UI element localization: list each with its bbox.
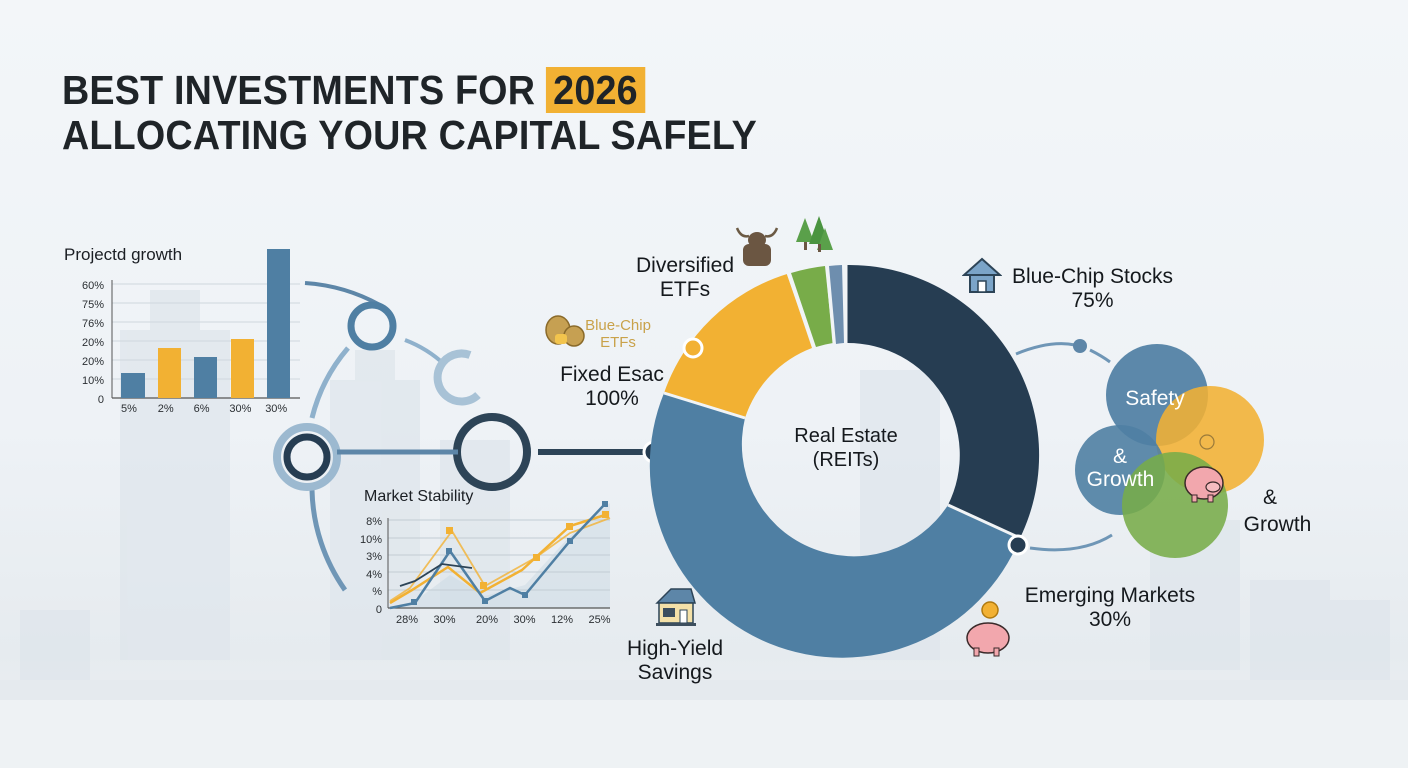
coin-icon (981, 601, 999, 619)
connector-ring (273, 423, 341, 491)
bar-y-ticks: 60% 75% 76% 20% 20% 10% 0 (81, 280, 104, 406)
donut-segment-grey-blue (829, 265, 844, 344)
label-bluechip-etfs: Blue-Chip ETFs (585, 317, 651, 351)
donut-segment-navy (846, 264, 1040, 538)
line-y-ticks: 8% 10% 3% 4% % 0 (360, 516, 383, 616)
piggy-bank-icon (966, 601, 1010, 657)
connector-ring (433, 349, 481, 406)
label-fixed: Fixed Esac 100% (560, 363, 664, 410)
line-chart-title: Market Stability (364, 488, 474, 505)
connector-arc (309, 346, 350, 419)
venn-label-safety: Safety (1125, 387, 1185, 410)
label-emerging-markets: Emerging Markets 30% (1024, 584, 1196, 631)
label-diversified-etfs: Diversified ETFs (635, 254, 735, 301)
money-bags-icon (545, 315, 585, 347)
page-title: BEST INVESTMENTS FOR 2026 ALLOCATING YOU… (62, 67, 758, 158)
bar (194, 357, 217, 398)
bar-chart-title: Projectd growth (64, 245, 183, 264)
donut-node (682, 337, 704, 359)
bull-icon (735, 227, 779, 266)
bar (158, 348, 181, 398)
piggy-bank-icon (1184, 466, 1224, 503)
trees-icon (796, 216, 833, 252)
title-line-2: ALLOCATING YOUR CAPITAL SAFELY (62, 112, 758, 158)
connector-arc (309, 489, 348, 592)
coin-icon (1199, 434, 1215, 450)
connector-ring (347, 301, 397, 351)
venn-label-growth: Growth (1086, 468, 1155, 491)
bar-x-labels: 5% 2% 6% 30% 30% (121, 403, 288, 415)
bar (267, 249, 290, 398)
year-highlight: 2026 (545, 67, 646, 113)
cottage-icon (655, 588, 696, 626)
connector-ring (283, 433, 331, 481)
line-x-labels: 28% 30% 20% 30% 12% 25% (396, 614, 611, 626)
donut-segment-steel-blue (649, 393, 1020, 658)
donut-segment-green (791, 266, 833, 347)
line-series-blue (389, 503, 606, 610)
house-icon (962, 257, 1002, 293)
line-chart: Market Stability 8% 10% 3% 4% % 0 28% 30… (360, 488, 620, 633)
title-line-1: BEST INVESTMENTS FOR 2026 (62, 67, 646, 113)
label-bluechip-stocks: Blue-Chip Stocks 75% (1011, 265, 1174, 312)
side-label-amp: & (1262, 486, 1277, 509)
bar-chart: Projectd growth 60% 75% 76% 20% 20% 10% … (60, 245, 300, 425)
side-label-growth: Growth (1243, 513, 1312, 536)
label-high-yield-savings: High-Yield Savings (626, 637, 724, 684)
donut-center-label: Real Estate (REITs) (794, 425, 898, 471)
bar (231, 339, 254, 398)
donut-segment-yellow (664, 274, 812, 418)
donut-node (1007, 534, 1029, 556)
bar (121, 373, 145, 398)
venn-label-amp: & (1112, 445, 1127, 468)
